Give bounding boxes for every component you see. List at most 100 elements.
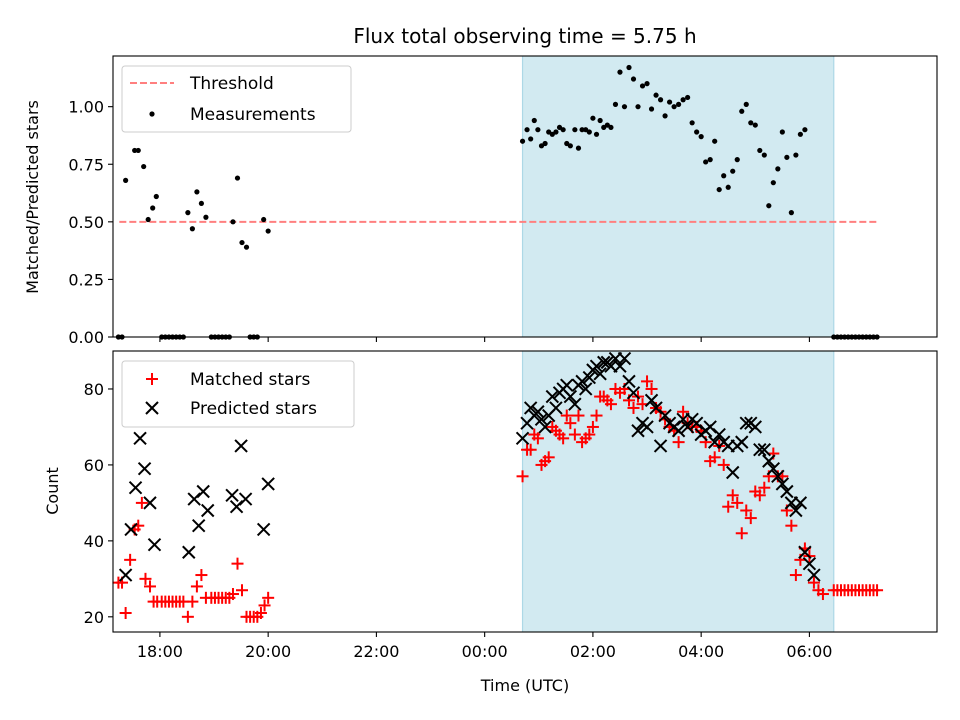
predicted-star-point <box>545 389 560 404</box>
predicted-star-point <box>229 499 244 514</box>
predicted-star-point <box>137 462 152 476</box>
x-tick-label: 02:00 <box>570 642 616 661</box>
measurement-point <box>770 180 776 186</box>
counts-y-axis-label: Count <box>43 467 62 515</box>
y-tick-label: 80 <box>84 380 104 399</box>
measurement-point <box>203 214 209 220</box>
matched-star-point <box>753 489 766 502</box>
matched-star-point <box>557 432 570 445</box>
chart-title: Flux total observing time = 5.75 h <box>353 24 696 48</box>
matched-legend-label: Matched stars <box>190 370 310 390</box>
y-tick-label: 60 <box>84 456 104 475</box>
predicted-star-point <box>726 465 740 480</box>
measurement-point <box>784 154 790 160</box>
predicted-star-point <box>568 397 582 411</box>
matched-star-point <box>816 588 829 601</box>
ratio-y-axis-label: Matched/Predicted stars <box>23 100 42 294</box>
matched-star-point <box>531 432 544 445</box>
matched-star-point <box>572 409 585 422</box>
predicted-star-point <box>802 556 817 571</box>
measurement-point <box>524 127 530 133</box>
measurement-point <box>535 127 541 133</box>
measurement-point <box>648 106 655 112</box>
predicted-star-point <box>578 382 593 396</box>
matched-star-point <box>871 584 884 597</box>
matched-star-point <box>717 458 730 471</box>
matched-star-point <box>744 512 757 525</box>
predicted-star-point <box>201 503 215 518</box>
matched-star-point <box>641 375 654 388</box>
measurement-point <box>265 228 271 234</box>
measurement-point <box>639 83 646 89</box>
measurement-point <box>739 108 745 114</box>
measurement-point <box>748 120 754 126</box>
measurement-point <box>793 152 799 158</box>
measurement-point <box>621 104 628 110</box>
predicted-star-point <box>689 416 704 430</box>
matched-star-point <box>590 409 603 422</box>
measurement-point <box>590 115 596 121</box>
measurement-point <box>153 193 159 200</box>
predicted-legend-swatch <box>145 401 159 415</box>
matched-star-point <box>226 588 239 601</box>
matched-legend-swatch <box>146 373 158 385</box>
measurement-point <box>666 99 673 105</box>
measurement-point <box>185 210 191 216</box>
measurement-point <box>635 104 641 110</box>
measurement-point <box>788 210 794 216</box>
matched-star-point <box>181 610 194 623</box>
matched-star-point <box>740 504 753 517</box>
measurement-point <box>734 157 740 163</box>
matched-star-point <box>726 489 739 502</box>
ratio-legend: Threshold Measurements <box>121 65 352 133</box>
measurement-point <box>189 226 195 232</box>
predicted-star-point <box>191 518 206 533</box>
ratio-panel: 0.00 0.25 0.50 0.75 1.00 Matched/Predicted s… <box>23 55 938 347</box>
matched-star-point <box>735 527 748 540</box>
predicted-star-point <box>735 435 749 449</box>
predicted-star-point <box>622 374 636 389</box>
y-tick-label: 20 <box>84 608 104 627</box>
measurement-point <box>519 138 526 144</box>
measurement-point <box>531 117 537 124</box>
y-tick-label: 0.00 <box>68 328 104 347</box>
matched-stars-points <box>112 375 884 623</box>
observing-window-rect <box>522 351 834 632</box>
measurement-point <box>123 177 129 183</box>
matched-star-point <box>560 409 573 422</box>
matched-star-point <box>235 584 248 597</box>
threshold-legend-label: Threshold <box>189 74 274 94</box>
measurement-point <box>626 64 632 71</box>
predicted-star-point <box>789 503 803 518</box>
measurement-point <box>575 145 582 151</box>
measurement-point <box>779 129 785 135</box>
matched-star-point <box>139 572 152 585</box>
measurement-point <box>572 127 578 133</box>
y-tick-label: 0.50 <box>68 213 104 232</box>
measurements-points <box>115 64 880 340</box>
matched-star-point <box>119 607 132 620</box>
measurement-point <box>707 157 713 163</box>
matched-star-point <box>524 443 537 456</box>
predicted-star-point <box>182 545 196 559</box>
matched-star-point <box>124 553 137 566</box>
measurement-point <box>630 76 637 82</box>
matched-star-point <box>564 417 577 430</box>
measurement-point <box>662 113 668 119</box>
matched-star-point <box>135 496 148 509</box>
predicted-star-point <box>515 431 530 446</box>
predicted-star-point <box>118 568 133 582</box>
measurement-point <box>230 219 236 225</box>
matched-star-point <box>190 580 203 593</box>
predicted-star-point <box>644 393 659 408</box>
observing-window-rect <box>522 56 834 337</box>
predicted-star-point <box>617 351 632 366</box>
measurement-point <box>528 136 534 142</box>
predicted-star-point <box>575 374 589 389</box>
measurement-point <box>657 97 664 103</box>
predicted-star-point <box>593 367 607 381</box>
measurement-point <box>644 81 650 87</box>
matched-star-point <box>627 401 640 414</box>
predicted-star-point <box>762 454 776 468</box>
measurement-point <box>239 239 245 246</box>
